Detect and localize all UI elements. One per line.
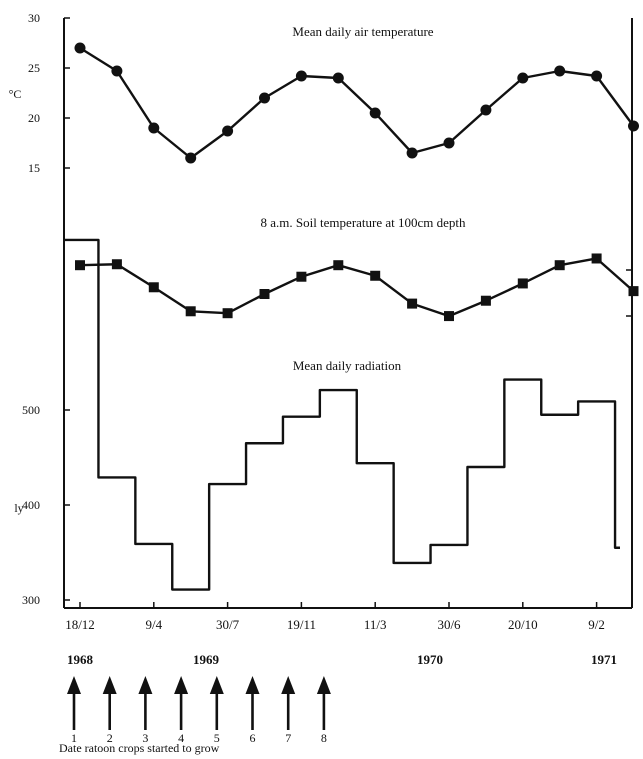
x-tick-label: 30/6 xyxy=(437,617,461,632)
y-tick-label: 300 xyxy=(22,593,40,607)
year-label: 1969 xyxy=(193,652,220,667)
y-tick-label: 30 xyxy=(28,11,40,25)
air-temperature-point xyxy=(295,70,307,82)
x-tick-label: 11/3 xyxy=(364,617,387,632)
soil-temperature-point xyxy=(222,308,233,319)
air-temperature-point xyxy=(74,42,86,54)
ratoon-arrow-head xyxy=(102,676,117,694)
air-temperature-point xyxy=(222,125,234,137)
ratoon-arrow-label: 7 xyxy=(285,731,291,745)
ratoon-arrow-head xyxy=(245,676,260,694)
air-temperature-point xyxy=(517,72,529,84)
soil-temperature-point xyxy=(259,289,270,299)
ratoon-arrow-label: 5 xyxy=(214,731,220,745)
panel-title-air-temperature: Mean daily air temperature xyxy=(292,24,433,39)
air-temperature-point xyxy=(185,152,197,164)
air-temperature-point xyxy=(111,65,123,77)
panel-soil-temperature: 8 a.m. Soil temperature at 100cm depth xyxy=(75,215,639,322)
soil-temperature-point xyxy=(296,271,307,282)
x-tick-label: 30/7 xyxy=(216,617,240,632)
panel-air-temperature: Mean daily air temperature °C 30 25 20 15 xyxy=(9,11,639,175)
y-tick-label: 15 xyxy=(28,161,40,175)
ratoon-arrow-label: 8 xyxy=(321,731,327,745)
year-label: 1968 xyxy=(67,652,94,667)
air-temperature-point xyxy=(332,72,344,84)
soil-temperature-point xyxy=(111,259,122,270)
series-line-air-temperature xyxy=(79,46,635,160)
soil-temperature-point xyxy=(75,260,85,271)
soil-temperature-point xyxy=(591,253,602,264)
x-tick-label: 9/4 xyxy=(145,617,162,632)
soil-temperature-point xyxy=(407,298,418,309)
air-temperature-point xyxy=(443,137,455,149)
ratoon-arrow-head xyxy=(209,676,224,694)
soil-temperature-point xyxy=(370,270,381,281)
ratoon-arrow-label: 2 xyxy=(107,731,113,745)
soil-temperature-point xyxy=(148,282,159,293)
air-temperature-point xyxy=(148,122,160,134)
chart-frame xyxy=(63,18,633,609)
soil-temperature-point xyxy=(517,278,528,289)
air-temperature-point xyxy=(369,107,381,119)
ratoon-arrow-head xyxy=(67,676,81,694)
ratoon-arrow-label: 1 xyxy=(71,731,77,745)
x-tick-label: 18/12 xyxy=(65,617,95,632)
year-label: 1970 xyxy=(417,652,443,667)
ratoon-arrow-label: 3 xyxy=(142,731,148,745)
air-temperature-point xyxy=(591,70,603,82)
y-axis-label-temperature: °C xyxy=(9,87,22,101)
soil-temperature-point xyxy=(333,260,344,271)
air-temperature-point xyxy=(628,120,639,132)
panel-title-soil-temperature: 8 a.m. Soil temperature at 100cm depth xyxy=(260,215,466,230)
ratoon-arrow-label: 6 xyxy=(250,731,256,745)
y-tick-label: 400 xyxy=(22,498,40,512)
y-tick-label: 25 xyxy=(28,61,40,75)
x-tick-label: 20/10 xyxy=(508,617,538,632)
arrows-caption: Date ratoon crops started to grow xyxy=(59,741,220,755)
x-tick-label: 19/11 xyxy=(287,617,316,632)
soil-temperature-point xyxy=(628,286,639,297)
ratoon-arrow-head xyxy=(316,676,331,694)
x-tick-label: 9/2 xyxy=(588,617,605,632)
air-temperature-point xyxy=(554,65,566,77)
panel-title-radiation: Mean daily radiation xyxy=(293,358,402,373)
soil-temperature-point xyxy=(554,260,565,271)
soil-temperature-point xyxy=(185,306,196,317)
year-label: 1971 xyxy=(591,652,617,667)
series-line-soil-temperature xyxy=(79,257,635,318)
ratoon-arrow-label: 4 xyxy=(178,731,184,745)
air-temperature-point xyxy=(480,104,492,116)
ratoon-arrow-head xyxy=(281,676,296,694)
series-step-radiation xyxy=(64,238,620,591)
y-tick-label: 500 xyxy=(22,403,40,417)
panel-radiation: Mean daily radiation ly 500 400 300 xyxy=(14,238,620,607)
y-tick-label: 20 xyxy=(28,111,40,125)
soil-temperature-point xyxy=(444,311,454,322)
soil-temperature-point xyxy=(480,295,491,306)
x-axis: 18/129/430/719/1111/330/620/109/231/5196… xyxy=(65,602,617,667)
ratoon-arrow-head xyxy=(174,676,189,694)
ratoon-arrows: Date ratoon crops started to grow 1 2 3 4 5 6… xyxy=(59,676,331,755)
y-axis-label-radiation: ly xyxy=(14,501,23,515)
air-temperature-point xyxy=(259,92,270,104)
ratoon-arrow-head xyxy=(138,676,153,694)
air-temperature-point xyxy=(406,147,418,159)
